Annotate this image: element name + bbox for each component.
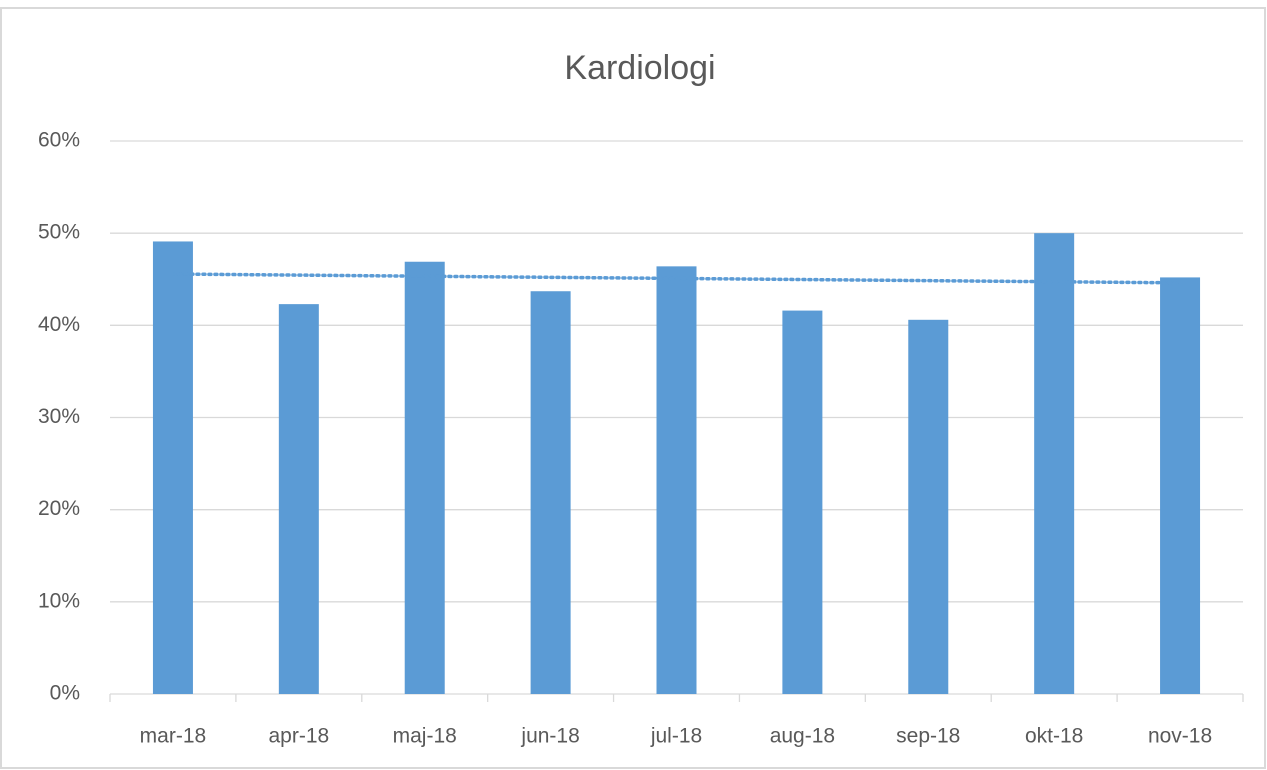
y-tick-label: 10% <box>38 589 80 612</box>
bar <box>530 291 571 694</box>
y-tick-label: 30% <box>38 405 80 428</box>
bar <box>404 261 445 694</box>
x-tick-label: jun-18 <box>520 725 579 748</box>
y-tick-label: 40% <box>38 313 80 336</box>
trendline <box>171 272 1182 285</box>
bar <box>656 266 697 694</box>
x-tick-label: mar-18 <box>140 725 207 748</box>
y-tick-label: 20% <box>38 497 80 520</box>
x-tick-label: nov-18 <box>1148 725 1212 748</box>
x-tick-label: aug-18 <box>770 725 835 748</box>
x-tick-label: apr-18 <box>268 725 329 748</box>
bar <box>278 304 319 694</box>
y-tick-label: 0% <box>50 682 80 705</box>
bar <box>782 310 823 694</box>
chart-title: Kardiologi <box>564 49 715 87</box>
bar <box>152 241 193 694</box>
bar <box>1034 233 1075 694</box>
x-tick-label: jul-18 <box>650 725 702 748</box>
y-tick-label: 60% <box>38 129 80 152</box>
x-tick-label: maj-18 <box>393 725 457 748</box>
y-tick-label: 50% <box>38 221 80 244</box>
x-tick-label: okt-18 <box>1025 725 1083 748</box>
bar <box>908 319 949 694</box>
bar <box>1160 277 1201 694</box>
x-tick-label: sep-18 <box>896 725 960 748</box>
